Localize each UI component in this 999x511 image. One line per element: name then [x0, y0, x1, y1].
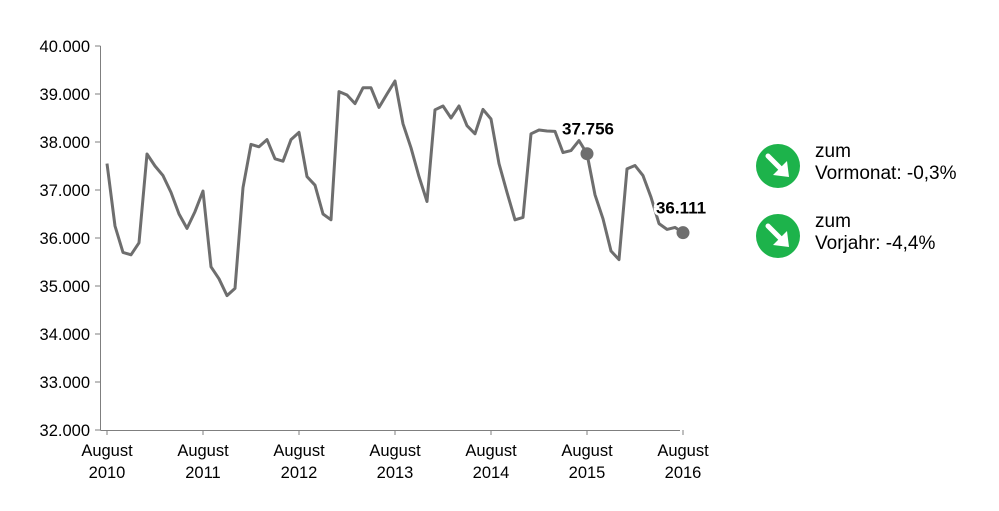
arrow-down-right-icon — [756, 214, 800, 258]
year-change-label: zum — [815, 211, 851, 232]
month-change-badge: zum Vormonat: -0,3% — [756, 141, 957, 188]
y-tick-label: 40.000 — [40, 38, 90, 56]
arrow-down-right-icon — [756, 144, 800, 188]
x-tick-label-year: 2014 — [473, 464, 510, 482]
y-tick-label: 34.000 — [40, 326, 90, 344]
x-tick-label-year: 2012 — [281, 464, 318, 482]
y-tick-label: 33.000 — [40, 374, 90, 392]
annotation-marker — [580, 147, 594, 161]
x-tick-label-year: 2015 — [569, 464, 606, 482]
x-tick-label-year: 2013 — [377, 464, 414, 482]
month-change-label: zum — [815, 141, 851, 162]
series-line — [105, 79, 684, 298]
y-tick-label: 38.000 — [40, 134, 90, 152]
annotation-label: 37.756 — [562, 120, 614, 139]
x-tick-label-year: 2010 — [89, 464, 126, 482]
x-tick-label-month: August — [273, 442, 325, 460]
x-axis: August 2010 August 2011 August 2012 August 2013… — [81, 430, 709, 482]
y-tick-label: 36.000 — [40, 230, 90, 248]
x-tick-label-month: August — [177, 442, 229, 460]
annotation-marker — [676, 226, 690, 240]
year-change-value: Vorjahr: -4,4% — [815, 233, 936, 254]
y-tick-label: 35.000 — [40, 278, 90, 296]
plot-area: 37.756 36.111 — [105, 79, 709, 298]
x-tick-label-month: August — [561, 442, 613, 460]
x-tick-label-year: 2011 — [185, 464, 220, 482]
x-tick-label-month: August — [465, 442, 517, 460]
y-tick-label: 39.000 — [40, 86, 90, 104]
annotation-label: 36.111 — [656, 199, 706, 218]
x-tick-label-month: August — [657, 442, 709, 460]
x-tick-label-year: 2016 — [665, 464, 702, 482]
y-tick-label: 32.000 — [40, 422, 90, 440]
month-change-value: Vormonat: -0,3% — [815, 163, 957, 184]
x-tick-label-month: August — [81, 442, 133, 460]
year-change-badge: zum Vorjahr: -4,4% — [756, 211, 936, 258]
x-tick-label-month: August — [369, 442, 421, 460]
y-tick-label: 37.000 — [40, 182, 90, 200]
y-axis: 32.000 33.000 34.000 35.000 36.000 37.000 38.0… — [40, 38, 101, 440]
